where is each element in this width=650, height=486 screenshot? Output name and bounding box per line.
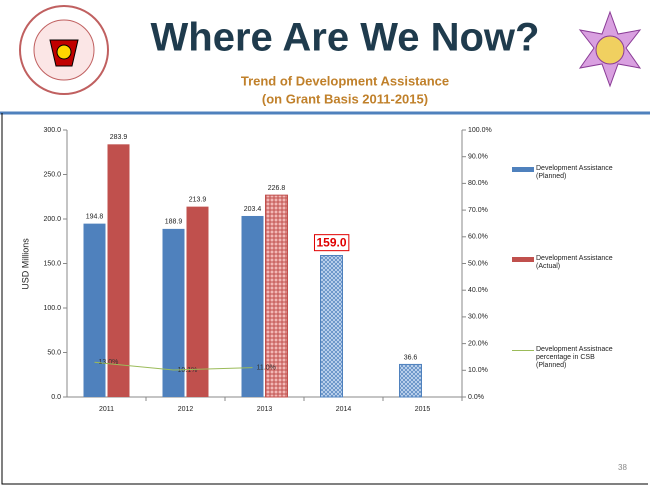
legend-label: Development Assistance (Planned) <box>536 165 613 180</box>
slide-subtitle: (on Grant Basis 2011-2015) <box>262 91 428 106</box>
x-tick-label: 2013 <box>257 406 273 413</box>
line <box>94 361 253 371</box>
data-label: 226.8 <box>268 185 286 192</box>
x-tick-label: 2012 <box>178 406 194 413</box>
y2-tick-label: 70.0% <box>468 207 488 214</box>
slide-title: Where Are We Now? <box>151 16 540 60</box>
bar <box>241 215 264 397</box>
bar <box>320 254 343 398</box>
legend-item: Development Assistance (Actual) <box>512 255 626 271</box>
y2-tick-label: 0.0% <box>468 394 484 401</box>
bar <box>162 228 185 397</box>
y2-tick-label: 50.0% <box>468 260 488 267</box>
y-axis-label: USD Millions <box>20 238 30 290</box>
x-tick-label: 2014 <box>336 406 352 413</box>
y2-tick-label: 60.0% <box>468 234 488 241</box>
data-label: 213.9 <box>189 196 207 203</box>
label-box <box>313 234 350 252</box>
legend-item: Development Assistnace percentage in CSB… <box>512 346 626 370</box>
data-label: 188.9 <box>165 219 183 226</box>
left-logo <box>19 5 109 95</box>
data-label: 203.4 <box>244 206 262 213</box>
y-tick-label: 150.0 <box>43 260 61 267</box>
data-label: 10.1% <box>178 367 198 374</box>
y-tick-label: 200.0 <box>43 216 61 223</box>
data-label: 11.0% <box>257 364 276 371</box>
legend-swatch <box>512 257 534 262</box>
bar <box>186 206 209 397</box>
y-tick-label: 300.0 <box>43 127 61 134</box>
data-label: 159.0 <box>316 236 346 250</box>
legend-swatch <box>512 350 534 351</box>
legend-item: Development Assistance (Planned) <box>512 165 626 181</box>
legend-label: Development Assistance (Actual) <box>536 255 613 270</box>
frame <box>1 113 648 485</box>
data-label: 36.6 <box>404 354 418 361</box>
y-tick-label: 50.0 <box>47 349 61 356</box>
right-logo <box>578 10 642 88</box>
y2-tick-label: 80.0% <box>468 180 488 187</box>
y2-tick-label: 100.0% <box>468 127 492 134</box>
x-tick-label: 2011 <box>99 406 114 413</box>
y2-tick-label: 40.0% <box>468 287 488 294</box>
slide-subtitle: Trend of Development Assistance <box>241 73 449 88</box>
bar <box>83 223 106 397</box>
bar <box>107 144 130 397</box>
data-label: 194.8 <box>86 213 104 220</box>
page-number: 38 <box>618 463 627 472</box>
y2-tick-label: 10.0% <box>468 367 488 374</box>
y-tick-label: 0.0 <box>51 394 61 401</box>
data-label: 13.0% <box>99 359 119 366</box>
y2-tick-label: 30.0% <box>468 314 488 321</box>
data-label: 283.9 <box>110 134 128 141</box>
x-tick-label: 2015 <box>415 406 431 413</box>
y-tick-label: 250.0 <box>43 171 61 178</box>
y2-tick-label: 90.0% <box>468 154 488 161</box>
bar <box>399 363 422 398</box>
legend-label: Development Assistnace percentage in CSB… <box>536 346 613 369</box>
bar <box>265 194 288 398</box>
y2-tick-label: 20.0% <box>468 340 488 347</box>
legend-swatch <box>512 167 534 172</box>
y-tick-label: 100.0 <box>43 305 61 312</box>
